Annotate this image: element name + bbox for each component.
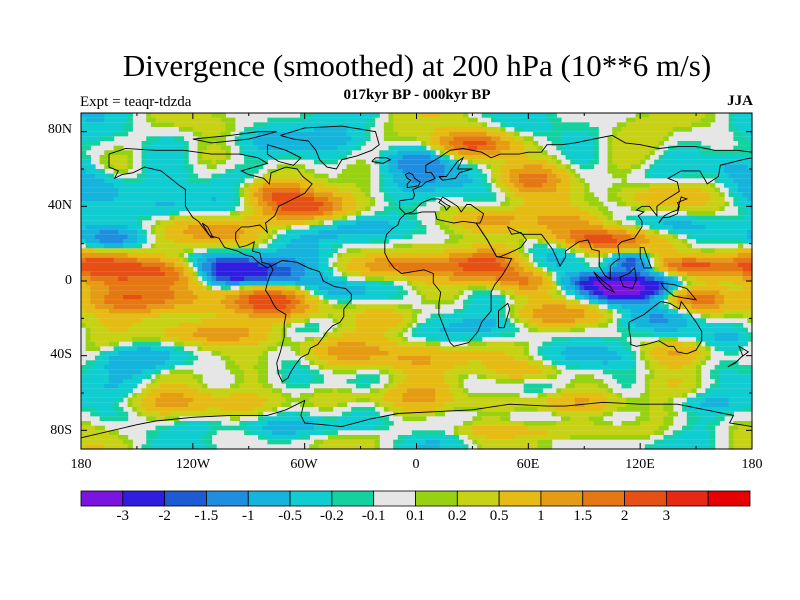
coast-baffin (266, 144, 302, 166)
colorbar-box (456, 490, 500, 507)
colorbar-label: -1.5 (194, 508, 219, 524)
colorbar-box (289, 490, 333, 507)
colorbar-label: 1.5 (573, 508, 593, 524)
lon-label-60e: 60E (516, 457, 540, 472)
colorbar-box (80, 490, 124, 507)
coast-japan (658, 196, 689, 224)
lon-label-60w: 60W (290, 457, 318, 472)
coast-north-america (108, 148, 313, 269)
coast-iceland (371, 157, 392, 164)
colorbar-box (247, 490, 291, 507)
colorbar-box (415, 490, 458, 507)
coast-australia (628, 300, 703, 355)
coast-south-america (265, 260, 352, 383)
colorbar-box (540, 490, 584, 507)
lon-label-180e: 180 (741, 457, 763, 472)
colorbar-label: -3 (116, 508, 130, 524)
plot-subtitle: 017kyr BP - 000kyr BP (343, 87, 491, 103)
coast-new-guinea (660, 282, 698, 301)
plot-title: Divergence (smoothed) at 200 hPa (10**6 … (122, 48, 712, 83)
colorbar-label: 2 (620, 508, 629, 524)
coast-eurasia (399, 134, 753, 280)
colorbar-label: 3 (662, 508, 671, 524)
coast-borneo (619, 266, 637, 290)
colorbar-box (331, 490, 375, 507)
season-label: JJA (727, 93, 753, 109)
lat-label-40n: 40N (47, 198, 72, 213)
colorbar-box (498, 490, 542, 507)
colorbar-box (164, 490, 207, 507)
colorbar-box (665, 490, 709, 507)
coast-british-isles (404, 172, 421, 189)
lon-label-120w: 120W (175, 457, 211, 472)
colorbar-label: -0.5 (278, 508, 302, 524)
lat-label-eq: 0 (65, 273, 72, 288)
coastlines (80, 125, 753, 439)
colorbar-label: -2 (158, 508, 171, 524)
colorbar-box (122, 490, 166, 507)
coast-greenland (280, 125, 380, 170)
colorbar-label: 0.5 (489, 508, 509, 524)
colorbar-box (373, 490, 416, 507)
coast-new-zealand (727, 345, 750, 368)
colorbar-label: 0.2 (447, 508, 467, 524)
lon-label-0: 0 (412, 457, 420, 472)
coast-philippines (639, 246, 653, 269)
colorbar-box (624, 490, 667, 507)
colorbar-box (707, 490, 751, 507)
coast-sumatra (593, 271, 616, 294)
coast-africa (384, 211, 513, 347)
lat-label-40s: 40S (50, 347, 72, 362)
colorbar-label: -1 (242, 508, 255, 524)
coast-madagascar (498, 302, 511, 329)
colorbar-label: -0.1 (361, 508, 386, 524)
axis-ticks (80, 113, 753, 449)
lon-label-120e: 120E (625, 457, 655, 472)
lat-label-80n: 80N (47, 122, 72, 137)
colorbar-box (582, 490, 625, 507)
colorbar-label: 0.1 (406, 508, 425, 524)
lon-label-180w: 180 (70, 457, 92, 472)
experiment-label: Expt = teaqr-tdzda (80, 94, 192, 110)
colorbar-label: 1 (537, 508, 545, 524)
colorbar-box (206, 490, 249, 507)
lat-label-80s: 80S (50, 423, 72, 438)
colorbar-label: -0.2 (320, 508, 344, 524)
coast-arctic-islands (192, 131, 277, 144)
divergence-field (81, 113, 753, 450)
coast-scandinavia-gulf (438, 156, 473, 181)
coast-antarctica (80, 399, 753, 439)
